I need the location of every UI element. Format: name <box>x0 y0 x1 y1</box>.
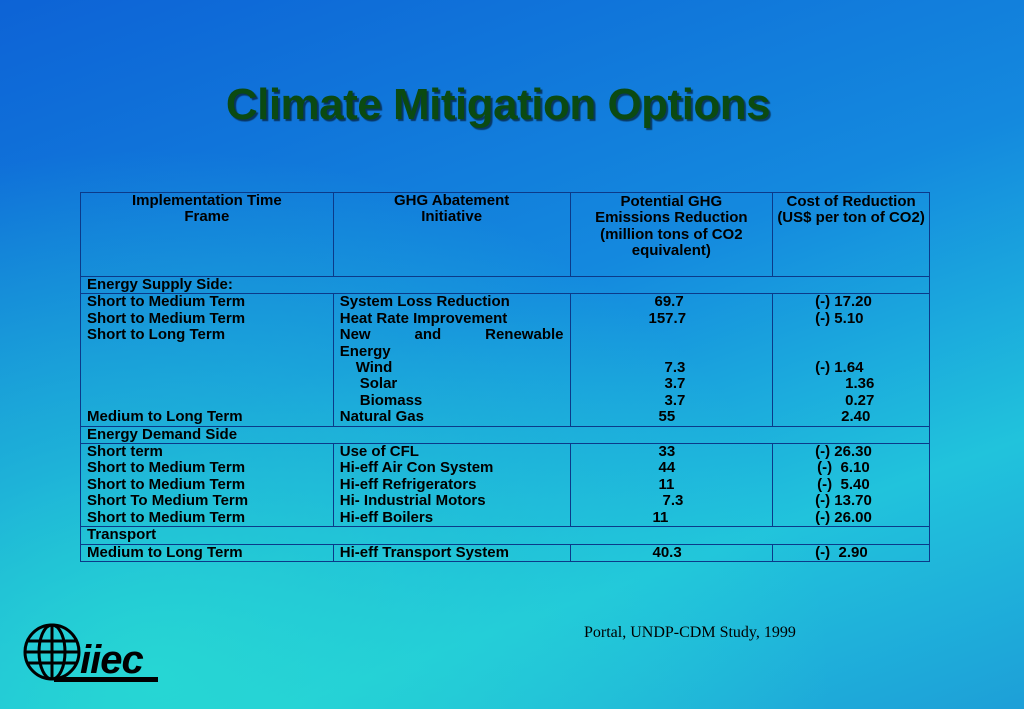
timeframe-cell: Short to Medium Term <box>87 309 246 327</box>
table-row: Medium to Long Term Hi-eff Transport Sys… <box>80 543 930 562</box>
header-initiative: GHG Abatement Initiative <box>332 192 571 277</box>
cost-cell: (-) 5.10 <box>815 309 864 327</box>
logo-text: iiec <box>80 638 143 682</box>
slide-title: Climate Mitigation Options <box>225 80 771 129</box>
table-header-row: Implementation Time Frame GHG Abatement … <box>80 192 930 277</box>
initiative-cell: System Loss Reduction <box>339 293 510 311</box>
section-row-demand: Energy Demand Side <box>80 425 930 445</box>
table-row: Short term Short to Medium Term Short to… <box>80 443 930 528</box>
reduction-cell: 7.3 <box>662 492 684 510</box>
cost-cell: (-) 2.90 <box>772 543 930 562</box>
timeframe-cell: Short to Medium Term <box>87 508 246 526</box>
initiative-cell: Hi-eff Air Con System <box>339 459 494 477</box>
initiative-cell: Heat Rate Improvement <box>339 309 508 327</box>
reduction-cell: 7.3 <box>664 359 686 377</box>
reduction-cell: 11 <box>652 508 669 526</box>
source-citation: Portal, UNDP-CDM Study, 1999 <box>584 624 796 641</box>
initiative-biomass: Biomass <box>359 391 423 409</box>
initiative-cell: Hi- Industrial Motors <box>339 492 486 510</box>
reduction-cell: 157.7 <box>648 309 687 327</box>
reduction-cell: 55 <box>658 408 676 426</box>
initiative-cell: Natural Gas <box>339 408 424 426</box>
cost-cell: (-) 17.20 <box>815 293 872 311</box>
reduction-cell: 3.7 <box>664 375 686 393</box>
cost-cell: 1.36 <box>845 375 875 393</box>
iiec-logo: iiec <box>22 623 162 690</box>
initiative-solar: Solar <box>359 375 398 393</box>
initiative-cell: Hi-eff Transport System <box>332 543 571 562</box>
globe-icon: iiec <box>23 623 158 682</box>
timeframe-cell: Short To Medium Term <box>87 492 249 510</box>
initiative-renewable: New and Renewable <box>339 326 564 344</box>
reduction-cell: 11 <box>658 475 675 493</box>
header-timeframe: Implementation Time Frame <box>80 192 334 277</box>
timeframe-cell: Short to Medium Term <box>87 475 246 493</box>
reduction-cell: 3.7 <box>664 391 686 409</box>
initiative-cell: Use of CFL <box>339 443 419 461</box>
timeframe-cell: Short to Medium Term <box>87 459 246 477</box>
cost-cell: (-) 26.30 <box>815 443 872 461</box>
reduction-cell: 33 <box>658 443 676 461</box>
section-row-transport: Transport <box>80 526 930 545</box>
cost-cell: (-) 13.70 <box>815 492 872 510</box>
timeframe-cell: Medium to Long Term <box>80 543 334 562</box>
cost-cell: (-) 6.10 <box>817 459 870 477</box>
mitigation-table: Implementation Time Frame GHG Abatement … <box>80 192 930 562</box>
header-cost: Cost of Reduction (US$ per ton of CO2) <box>772 192 930 277</box>
reduction-cell: 40.3 <box>569 543 774 562</box>
initiative-cell: Hi-eff Refrigerators <box>339 475 477 493</box>
timeframe-cell: Short to Long Term <box>87 326 226 344</box>
timeframe-cell: Medium to Long Term <box>87 408 243 426</box>
cost-cell: (-) 1.64 <box>815 359 864 377</box>
reduction-cell: 44 <box>658 459 676 477</box>
section-label-demand: Energy Demand Side <box>80 425 930 445</box>
cost-cell: (-) 5.40 <box>817 475 870 493</box>
section-row-supply: Energy Supply Side: <box>80 275 930 295</box>
section-label-transport: Transport <box>80 526 930 545</box>
cost-cell: 2.40 <box>841 408 871 426</box>
cost-cell: (-) 26.00 <box>815 508 872 526</box>
header-reduction: Potential GHG Emissions Reduction (milli… <box>569 192 774 277</box>
initiative-cell: Hi-eff Boilers <box>339 508 434 526</box>
timeframe-cell: Short to Medium Term <box>87 293 246 311</box>
table-row: Short to Medium Term Short to Medium Ter… <box>80 293 930 427</box>
reduction-cell: 69.7 <box>654 293 684 311</box>
timeframe-cell: Short term <box>87 443 163 461</box>
initiative-wind: Wind <box>355 359 393 377</box>
section-label-supply: Energy Supply Side: <box>80 275 930 295</box>
cost-cell: 0.27 <box>845 391 875 409</box>
